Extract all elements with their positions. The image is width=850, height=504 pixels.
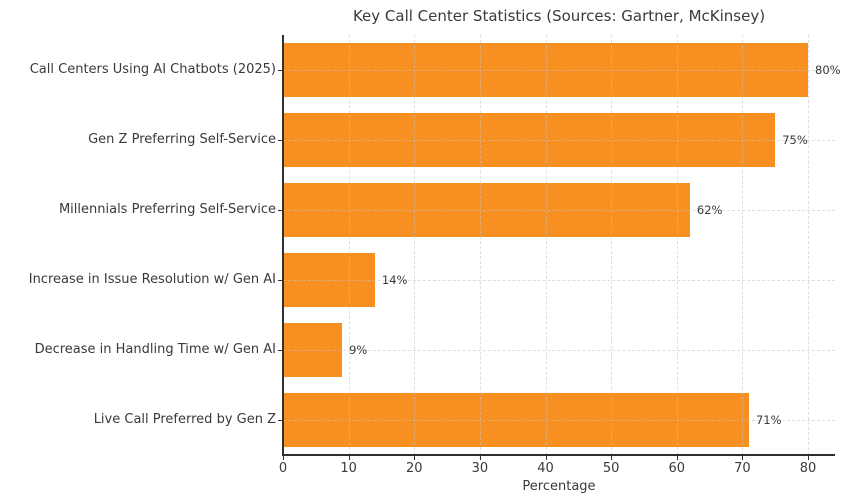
x-tick-label-80: 80 xyxy=(799,461,817,476)
y-tick-4 xyxy=(278,280,282,281)
y-axis-spine xyxy=(282,35,284,456)
category-label-1: Call Centers Using AI Chatbots (2025) xyxy=(29,62,276,77)
x-tick-label-10: 10 xyxy=(340,461,357,476)
x-tick-30 xyxy=(479,456,481,460)
y-tick-1 xyxy=(278,70,282,71)
value-label-3: 62% xyxy=(696,203,723,217)
x-tick-40 xyxy=(545,456,547,460)
x-tick-80 xyxy=(808,456,809,460)
x-tick-60 xyxy=(676,456,678,460)
gridline-vertical-60 xyxy=(676,35,678,455)
gridline-horizontal-6 xyxy=(283,420,835,421)
value-label-5: 9% xyxy=(349,343,368,357)
x-axis-label: Percentage xyxy=(522,479,596,494)
gridline-vertical-70 xyxy=(742,35,744,455)
x-tick-label-0: 0 xyxy=(278,461,288,476)
category-label-3: Millennials Preferring Self-Service xyxy=(58,202,276,217)
gridline-horizontal-3 xyxy=(283,210,835,211)
y-tick-5 xyxy=(278,350,282,351)
x-tick-50 xyxy=(611,456,613,460)
category-label-4: Increase in Issue Resolution w/ Gen AI xyxy=(28,272,276,287)
value-label-6: 71% xyxy=(755,413,782,427)
y-tick-3 xyxy=(278,210,282,211)
gridline-horizontal-1 xyxy=(283,70,835,71)
gridline-horizontal-4 xyxy=(283,280,835,281)
x-tick-label-60: 60 xyxy=(668,461,686,476)
value-label-1: 80% xyxy=(815,63,841,77)
category-label-6: Live Call Preferred by Gen Z xyxy=(93,412,276,427)
category-label-5: Decrease in Handling Time w/ Gen AI xyxy=(34,342,276,357)
x-axis-spine xyxy=(282,454,835,456)
gridline-vertical-20 xyxy=(414,35,416,455)
y-tick-6 xyxy=(278,420,282,421)
x-tick-label-40: 40 xyxy=(537,461,554,476)
x-tick-label-30: 30 xyxy=(471,461,489,476)
gridline-vertical-50 xyxy=(611,35,613,455)
plot-area xyxy=(283,35,835,455)
category-label-2: Gen Z Preferring Self-Service xyxy=(88,132,276,147)
x-tick-20 xyxy=(414,456,416,460)
x-tick-label-50: 50 xyxy=(602,461,620,476)
x-tick-label-70: 70 xyxy=(734,461,751,476)
gridline-vertical-40 xyxy=(545,35,547,455)
gridline-vertical-80 xyxy=(808,35,809,455)
y-tick-2 xyxy=(278,140,282,141)
gridline-horizontal-2 xyxy=(283,140,835,141)
gridline-vertical-30 xyxy=(479,35,481,455)
chart-title: Key Call Center Statistics (Sources: Gar… xyxy=(352,7,766,25)
x-tick-70 xyxy=(742,456,744,460)
gridline-vertical-10 xyxy=(348,35,350,455)
value-label-2: 75% xyxy=(782,133,808,147)
value-label-4: 14% xyxy=(381,273,408,287)
gridline-horizontal-5 xyxy=(283,350,835,351)
x-tick-0 xyxy=(283,456,284,460)
x-tick-10 xyxy=(348,456,350,460)
x-tick-label-20: 20 xyxy=(405,461,423,476)
